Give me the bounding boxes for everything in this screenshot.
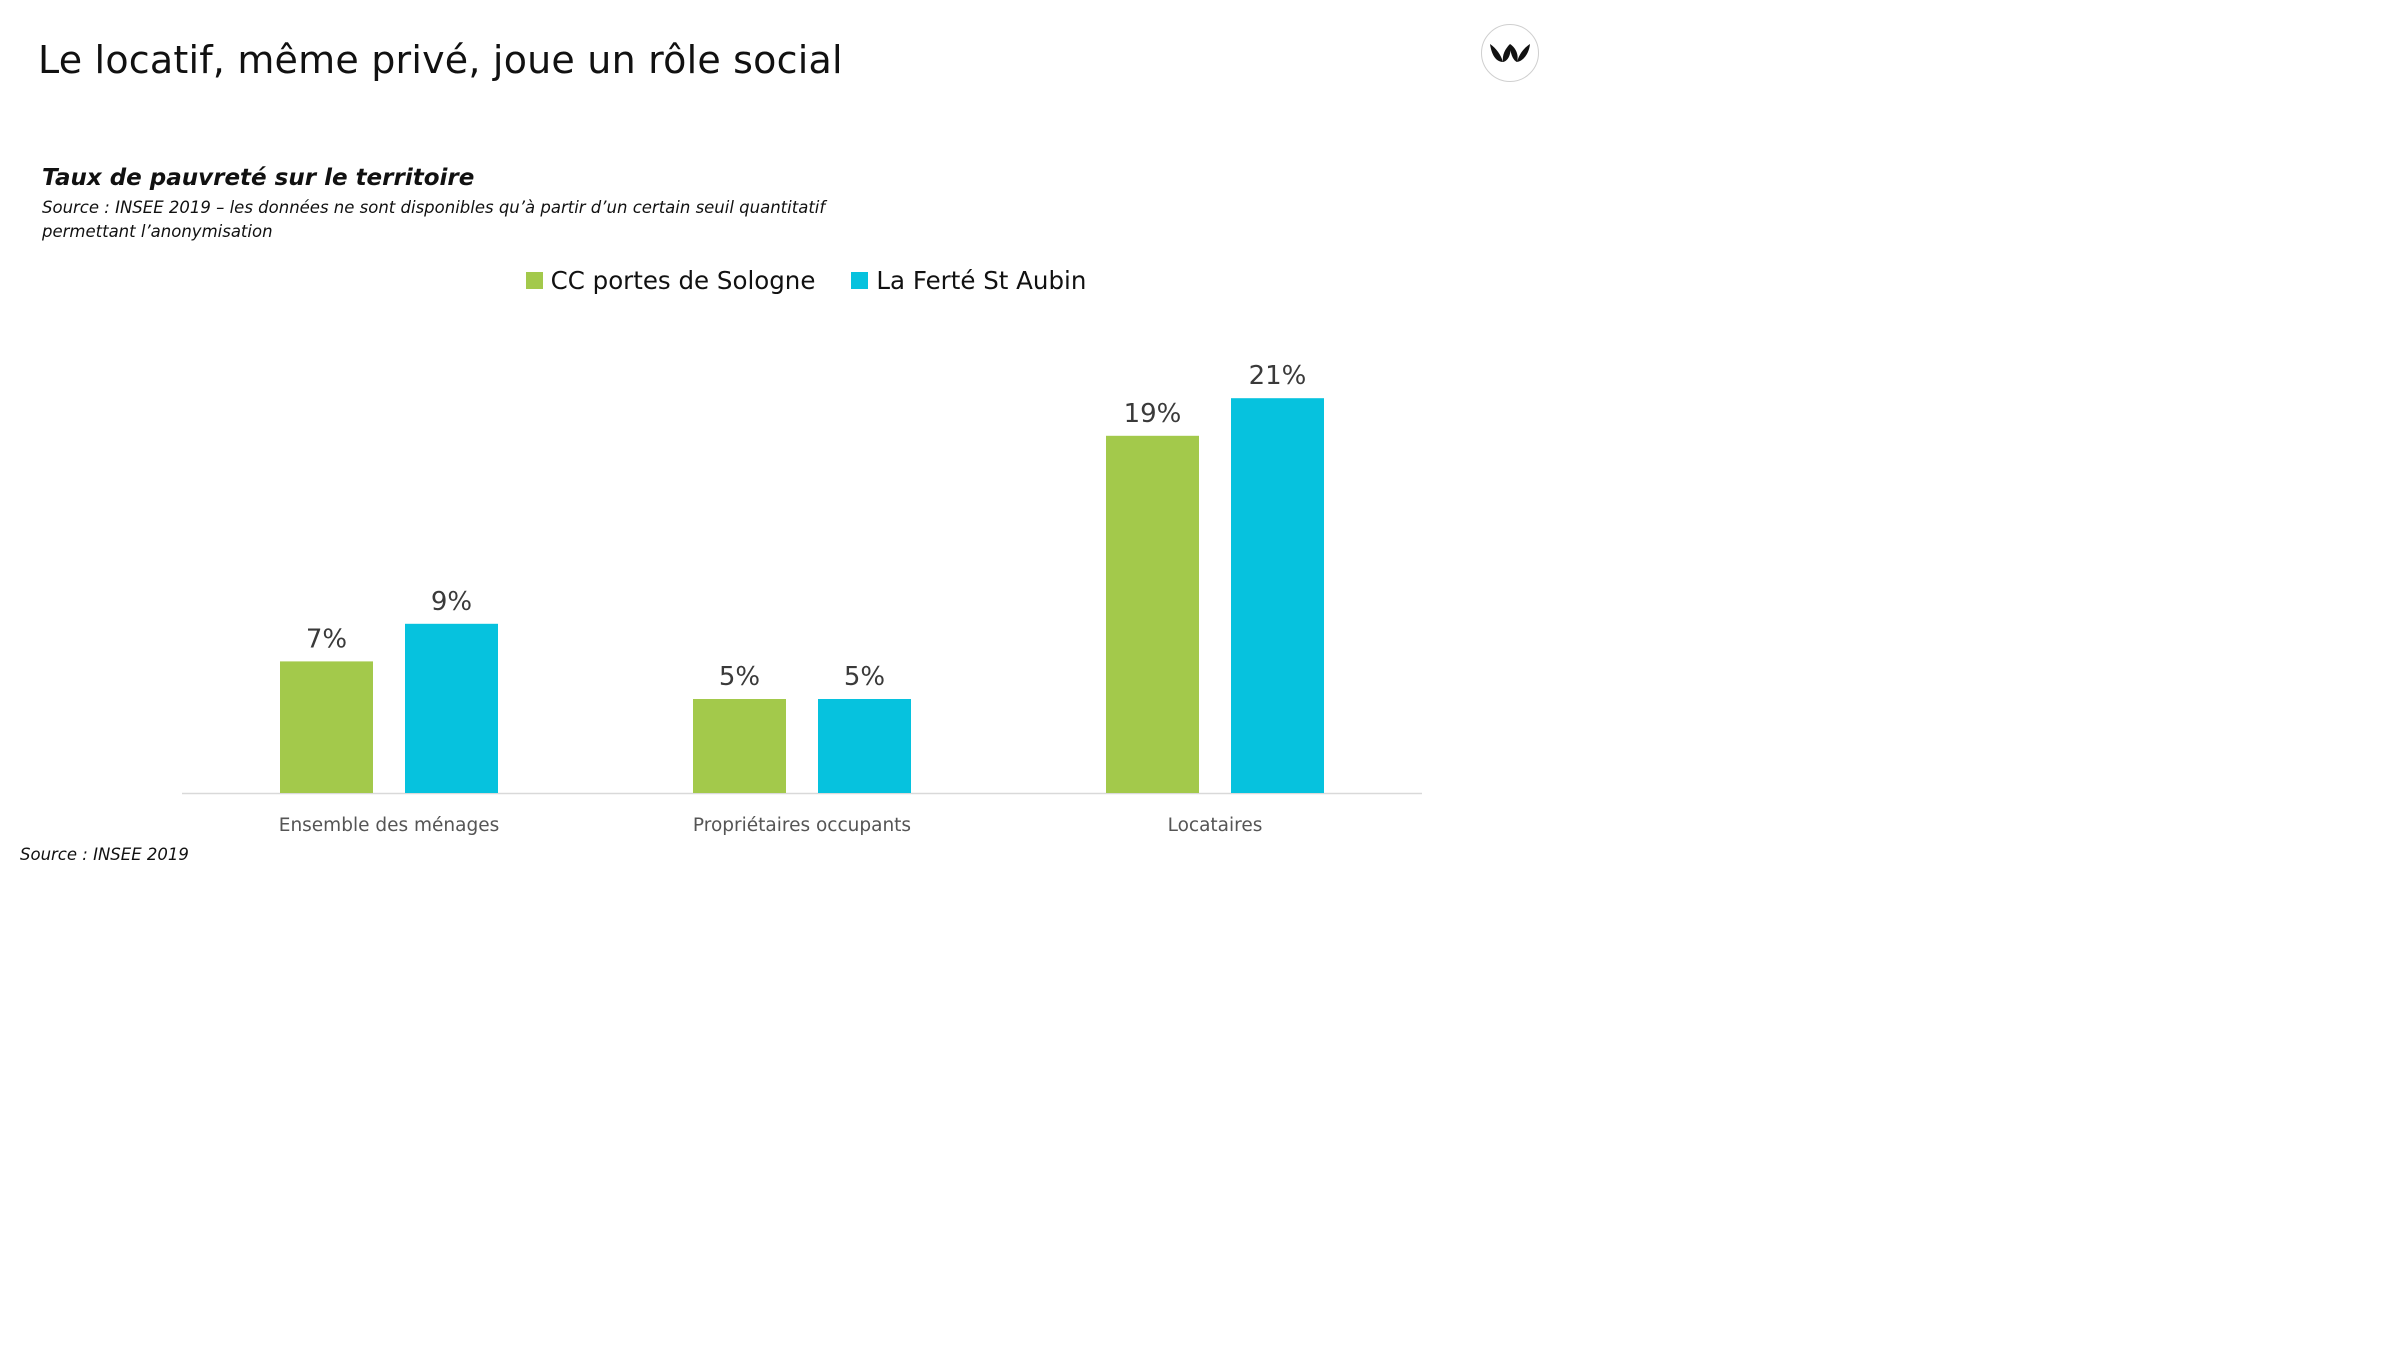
x-tick-label: Propriétaires occupants (693, 815, 911, 836)
data-label: 21% (1249, 361, 1307, 391)
chart-title: Taux de pauvreté sur le territoire (42, 165, 475, 191)
legend-label: La Ferté St Aubin (876, 266, 1087, 295)
data-label: 19% (1124, 399, 1182, 429)
legend-item-cc-portes-de-sologne: CC portes de Sologne (525, 266, 816, 295)
legend-swatch-green (525, 272, 543, 289)
data-label: 5% (719, 662, 760, 692)
legend-item-la-ferte-st-aubin: La Ferté St Aubin (851, 266, 1086, 295)
leaf-logo-icon (1490, 44, 1530, 62)
bar-la-ferte-st-aubin-2 (1231, 398, 1324, 793)
chart-subtitle: Source : INSEE 2019 – les données ne son… (42, 198, 826, 241)
footer-source: Source : INSEE 2019 (20, 845, 189, 864)
legend-swatch-cyan (851, 272, 869, 289)
data-label: 5% (844, 662, 885, 692)
bar-cc-portes-de-sologne-1 (693, 699, 786, 793)
bar-chart: 7% 9% Ensemble des ménages 5% 5% Propriétaire… (182, 361, 1422, 836)
brand-logo (1481, 24, 1539, 82)
slide-title: Le locatif, même privé, joue un rôle soc… (38, 38, 843, 82)
bar-cc-portes-de-sologne-0 (280, 661, 373, 793)
x-tick-label: Ensemble des ménages (279, 815, 499, 836)
bar-la-ferte-st-aubin-1 (818, 699, 911, 793)
data-label: 7% (306, 624, 347, 654)
data-label: 9% (431, 587, 472, 617)
x-tick-label: Locataires (1168, 815, 1263, 836)
bar-cc-portes-de-sologne-2 (1106, 435, 1199, 793)
bar-la-ferte-st-aubin-0 (405, 623, 498, 793)
legend-label: CC portes de Sologne (550, 266, 816, 295)
chart-legend: CC portes de Sologne La Ferté St Aubin (0, 266, 1568, 295)
